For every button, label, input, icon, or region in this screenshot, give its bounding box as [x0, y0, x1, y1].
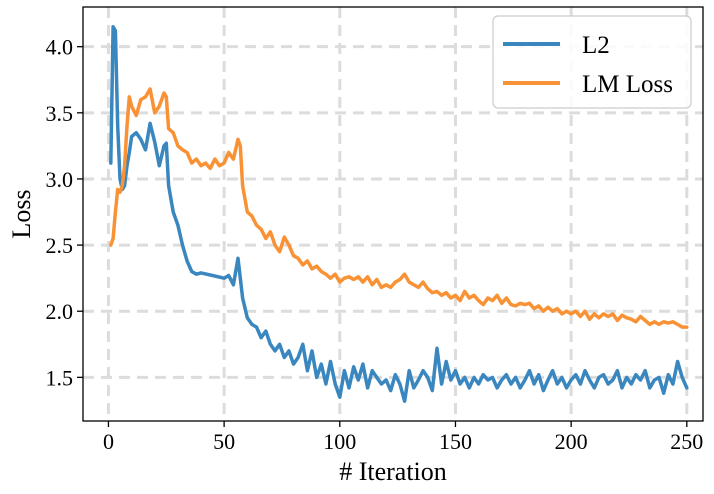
x-tick-label: 200 [555, 429, 588, 454]
y-axis-label: Loss [7, 189, 36, 238]
x-tick-label: 50 [213, 429, 235, 454]
legend-label-lm-loss: LM Loss [582, 71, 673, 98]
x-axis-ticks: 0 50 100 150 200 250 [103, 421, 703, 454]
series-lines [109, 25, 689, 403]
x-tick-label: 100 [323, 429, 356, 454]
x-tick-label: 150 [439, 429, 472, 454]
series-line-lm-loss [109, 87, 689, 329]
x-tick-label: 250 [670, 429, 703, 454]
y-tick-label: 3.5 [46, 101, 74, 126]
y-tick-label: 2.0 [46, 299, 74, 324]
y-tick-label: 1.5 [46, 365, 74, 390]
plot-frame [82, 6, 704, 422]
legend: L2 LM Loss [492, 15, 692, 109]
y-tick-label: 3.0 [46, 167, 74, 192]
y-tick-label: 2.5 [46, 233, 74, 258]
x-tick-label: 0 [103, 429, 114, 454]
legend-label-l2: L2 [582, 32, 610, 59]
y-tick-label: 4.0 [46, 35, 74, 60]
y-axis-ticks: 1.5 2.0 2.5 3.0 3.5 4.0 [46, 35, 83, 390]
x-axis-label: # Iteration [339, 457, 447, 486]
series-line-l2 [109, 25, 689, 403]
